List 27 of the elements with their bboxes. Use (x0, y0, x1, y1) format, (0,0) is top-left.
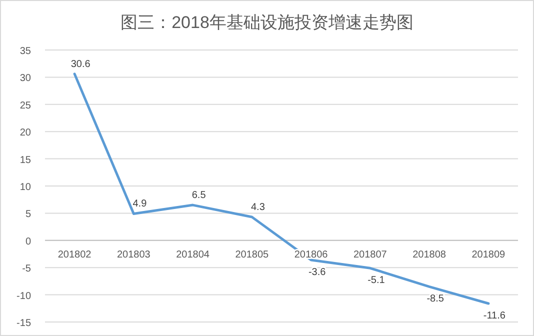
y-tick-label: 10 (20, 182, 32, 193)
x-tick-label: 201809 (472, 249, 506, 260)
x-tick-label: 201802 (58, 249, 92, 260)
y-tick-label: 5 (25, 209, 32, 220)
y-tick-label: 30 (20, 73, 32, 84)
x-tick-label: 201808 (412, 249, 446, 260)
y-tick-label: -5 (22, 264, 32, 275)
y-tick-label: 20 (20, 128, 32, 139)
data-label: -8.5 (426, 294, 444, 305)
y-tick-label: 15 (20, 154, 32, 166)
title: 图三：2018年基础设施投资增速走势图 (120, 13, 414, 32)
y-tick-label: 35 (20, 46, 32, 57)
data-label: 4.3 (250, 202, 266, 214)
x-tick-label: 201807 (354, 249, 388, 260)
data-label: 6.5 (192, 190, 206, 202)
y-tick-label: 25 (20, 100, 32, 112)
y-tick-label: 0 (25, 236, 32, 248)
data-label: -11.6 (483, 310, 506, 322)
data-label: -5.1 (368, 275, 386, 286)
data-label: 4.9 (132, 198, 148, 210)
data-label: -3.6 (308, 266, 326, 278)
y-tick-label: -10 (16, 290, 32, 302)
x-tick-label: 201803 (117, 249, 151, 260)
y-tick-label: -15 (16, 318, 32, 329)
x-tick-label: 201804 (176, 249, 210, 260)
data-label: 30.6 (70, 58, 91, 70)
x-tick-label: 201805 (235, 249, 270, 260)
